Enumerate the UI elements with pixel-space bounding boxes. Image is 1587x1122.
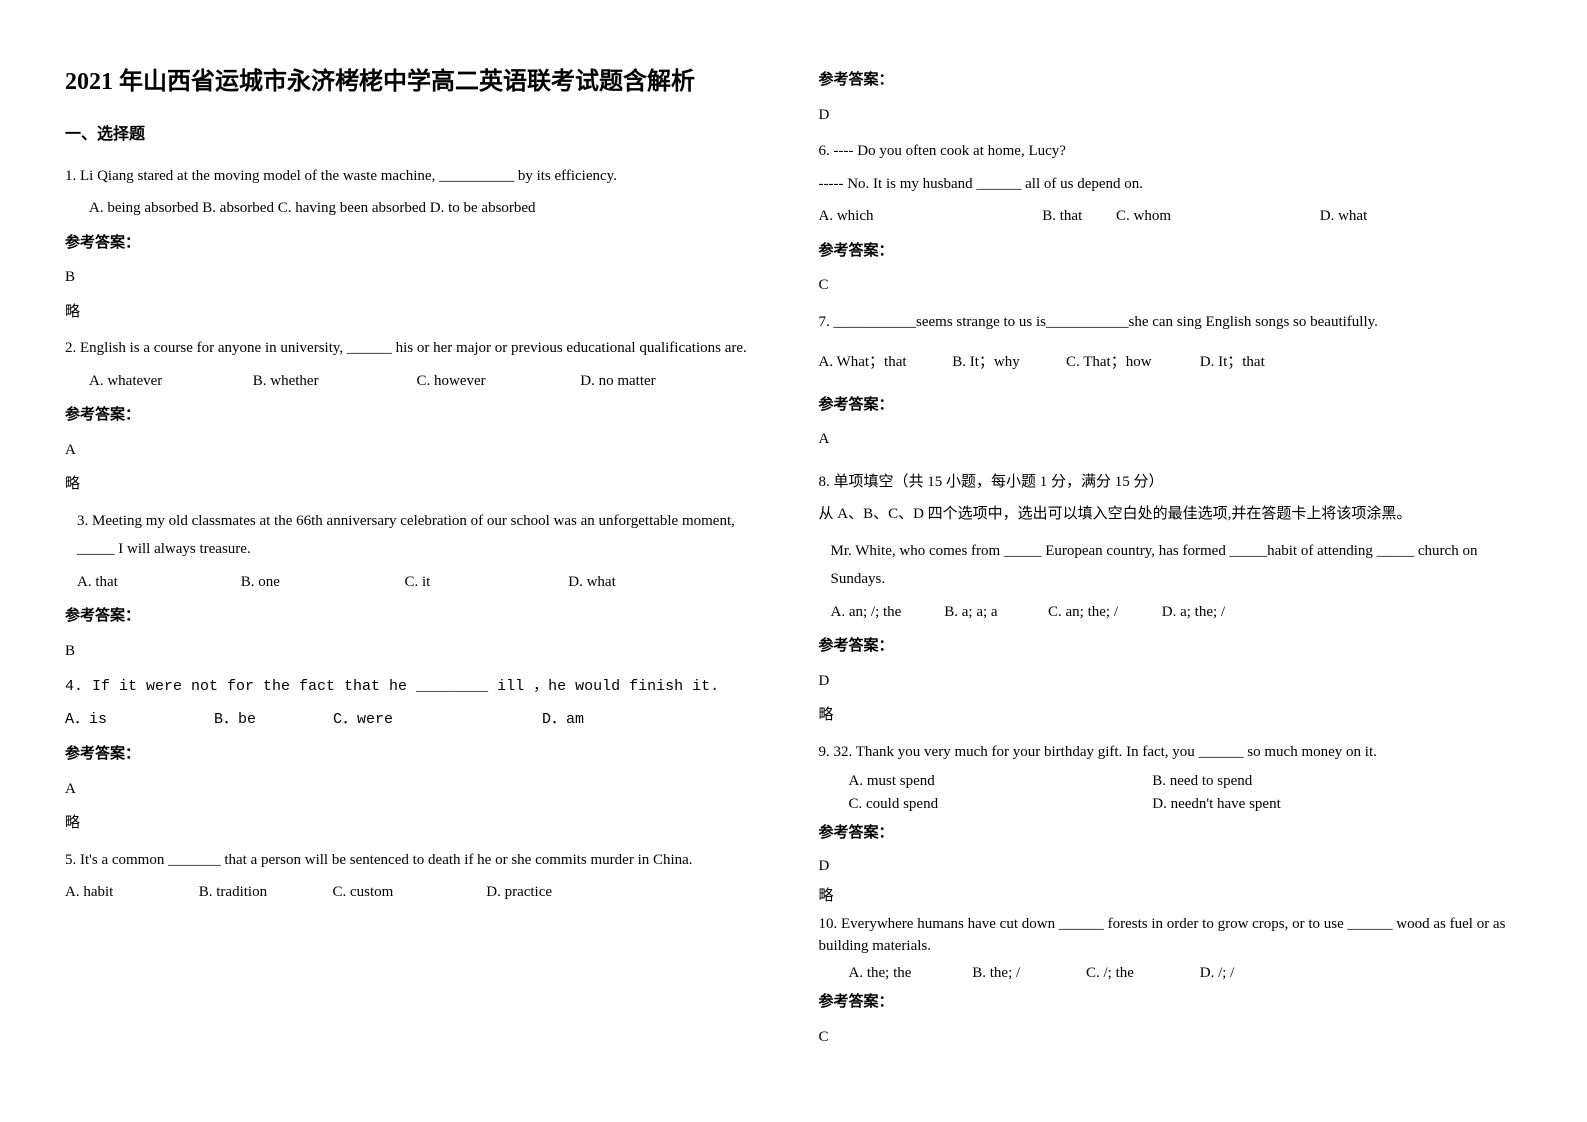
q1-answer: B (65, 263, 769, 292)
q6-optB: B. that (1042, 202, 1112, 231)
q5-optC: C. custom (333, 878, 483, 907)
q1-options: A. being absorbed B. absorbed C. having … (89, 194, 769, 223)
answer-label: 参考答案： (819, 391, 1523, 420)
q10-stem: 10. Everywhere humans have cut down ____… (819, 913, 1523, 958)
q3-stem: 3. Meeting my old classmates at the 66th… (77, 507, 769, 564)
q6-answer: C (819, 271, 1523, 300)
q10-optD: D. /; / (1200, 962, 1235, 985)
q10-answer: C (819, 1023, 1523, 1052)
answer-label: 参考答案： (819, 819, 1523, 848)
omit: 略 (65, 298, 769, 327)
answer-label: 参考答案： (65, 229, 769, 258)
left-column: 2021 年山西省运城市永济栲栳中学高二英语联考试题含解析 一、选择题 1. L… (40, 60, 794, 1102)
q3-optA: A. that (77, 568, 237, 597)
q4-answer: A (65, 775, 769, 804)
q3-optB: B. one (241, 568, 401, 597)
q8-optC: C. an; the; / (1048, 598, 1158, 627)
q9-stem: 32. Thank you very much for your birthda… (834, 738, 1377, 767)
q8-optD: D. a; the; / (1162, 598, 1225, 627)
q9-options: A. must spend B. need to spend C. could … (849, 770, 1523, 815)
q4-optA: A．is (65, 706, 205, 735)
q7-optD: D. It；that (1200, 348, 1265, 377)
q9-answer: D (819, 852, 1523, 881)
page: 2021 年山西省运城市永济栲栳中学高二英语联考试题含解析 一、选择题 1. L… (0, 0, 1587, 1122)
q9-row: 9. 32. Thank you very much for your birt… (819, 738, 1523, 767)
q8-optB: B. a; a; a (944, 598, 1044, 627)
q9-optD: D. needn't have spent (1152, 793, 1281, 816)
q6-line1: 6. ---- Do you often cook at home, Lucy? (819, 137, 1523, 166)
q6-options: A. which B. that C. whom D. what (819, 202, 1523, 231)
q8-optA: A. an; /; the (831, 598, 941, 627)
q1-stem: 1. Li Qiang stared at the moving model o… (65, 162, 769, 191)
omit: 略 (65, 809, 769, 838)
q5-optD: D. practice (486, 878, 552, 907)
q8-instruction: 从 A、B、C、D 四个选项中，选出可以填入空白处的最佳选项,并在答题卡上将该项… (819, 500, 1523, 529)
q5-optA: A. habit (65, 878, 195, 907)
q3-answer: B (65, 637, 769, 666)
q4-options: A．is B．be C．were D．am (65, 706, 769, 735)
section-heading: 一、选择题 (65, 120, 769, 150)
q2-options: A. whatever B. whether C. however D. no … (89, 367, 769, 396)
q10-optA: A. the; the (849, 962, 969, 985)
q5-optB: B. tradition (199, 878, 329, 907)
answer-label: 参考答案： (819, 237, 1523, 266)
q8-answer: D (819, 667, 1523, 696)
q4-optC: C．were (333, 706, 533, 735)
answer-label: 参考答案： (65, 740, 769, 769)
answer-label: 参考答案： (819, 66, 1523, 95)
q7-options: A. What；that B. It；why C. That；how D. It… (819, 348, 1523, 377)
q10-optB: B. the; / (972, 962, 1082, 985)
q2-optB: B. whether (253, 367, 413, 396)
q6-optC: C. whom (1116, 202, 1316, 231)
q9-optA: A. must spend (849, 770, 1149, 793)
omit: 略 (819, 701, 1523, 730)
q2-optD: D. no matter (580, 367, 655, 396)
q6-optA: A. which (819, 202, 1039, 231)
q2-answer: A (65, 436, 769, 465)
q3-options: A. that B. one C. it D. what (77, 568, 769, 597)
q9-prefix: 9. (819, 744, 834, 760)
q7-optB: B. It；why (952, 348, 1062, 377)
q4-optD: D．am (542, 706, 584, 735)
q2-stem: 2. English is a course for anyone in uni… (65, 334, 769, 363)
q5-answer: D (819, 101, 1523, 130)
q8-options: A. an; /; the B. a; a; a C. an; the; / D… (831, 598, 1523, 627)
q3-optC: C. it (405, 568, 565, 597)
q7-optA: A. What；that (819, 348, 949, 377)
q7-answer: A (819, 425, 1523, 454)
q10-optC: C. /; the (1086, 962, 1196, 985)
q7-stem: 7. ___________seems strange to us is____… (819, 308, 1523, 337)
q9-optC: C. could spend (849, 793, 1149, 816)
q8-stem: Mr. White, who comes from _____ European… (831, 537, 1523, 594)
q4-optB: B．be (214, 706, 324, 735)
q2-optA: A. whatever (89, 367, 249, 396)
q6-line2: ----- No. It is my husband ______ all of… (819, 170, 1523, 199)
answer-label: 参考答案： (819, 632, 1523, 661)
q4-stem: 4. If it were not for the fact that he _… (65, 673, 769, 702)
answer-label: 参考答案： (819, 988, 1523, 1017)
q6-optD: D. what (1320, 202, 1368, 231)
q7-optC: C. That；how (1066, 348, 1196, 377)
omit: 略 (819, 882, 1523, 911)
q3-optD: D. what (568, 568, 616, 597)
omit: 略 (65, 470, 769, 499)
q8-heading: 8. 单项填空（共 15 小题，每小题 1 分，满分 15 分） (819, 468, 1523, 497)
q5-stem: 5. It's a common _______ that a person w… (65, 846, 769, 875)
answer-label: 参考答案： (65, 602, 769, 631)
q5-options: A. habit B. tradition C. custom D. pract… (65, 878, 769, 907)
page-title: 2021 年山西省运城市永济栲栳中学高二英语联考试题含解析 (65, 60, 769, 106)
q10-options: A. the; the B. the; / C. /; the D. /; / (849, 962, 1523, 985)
q2-optC: C. however (417, 367, 577, 396)
q9-optB: B. need to spend (1152, 770, 1252, 793)
right-column: 参考答案： D 6. ---- Do you often cook at hom… (794, 60, 1548, 1102)
answer-label: 参考答案： (65, 401, 769, 430)
